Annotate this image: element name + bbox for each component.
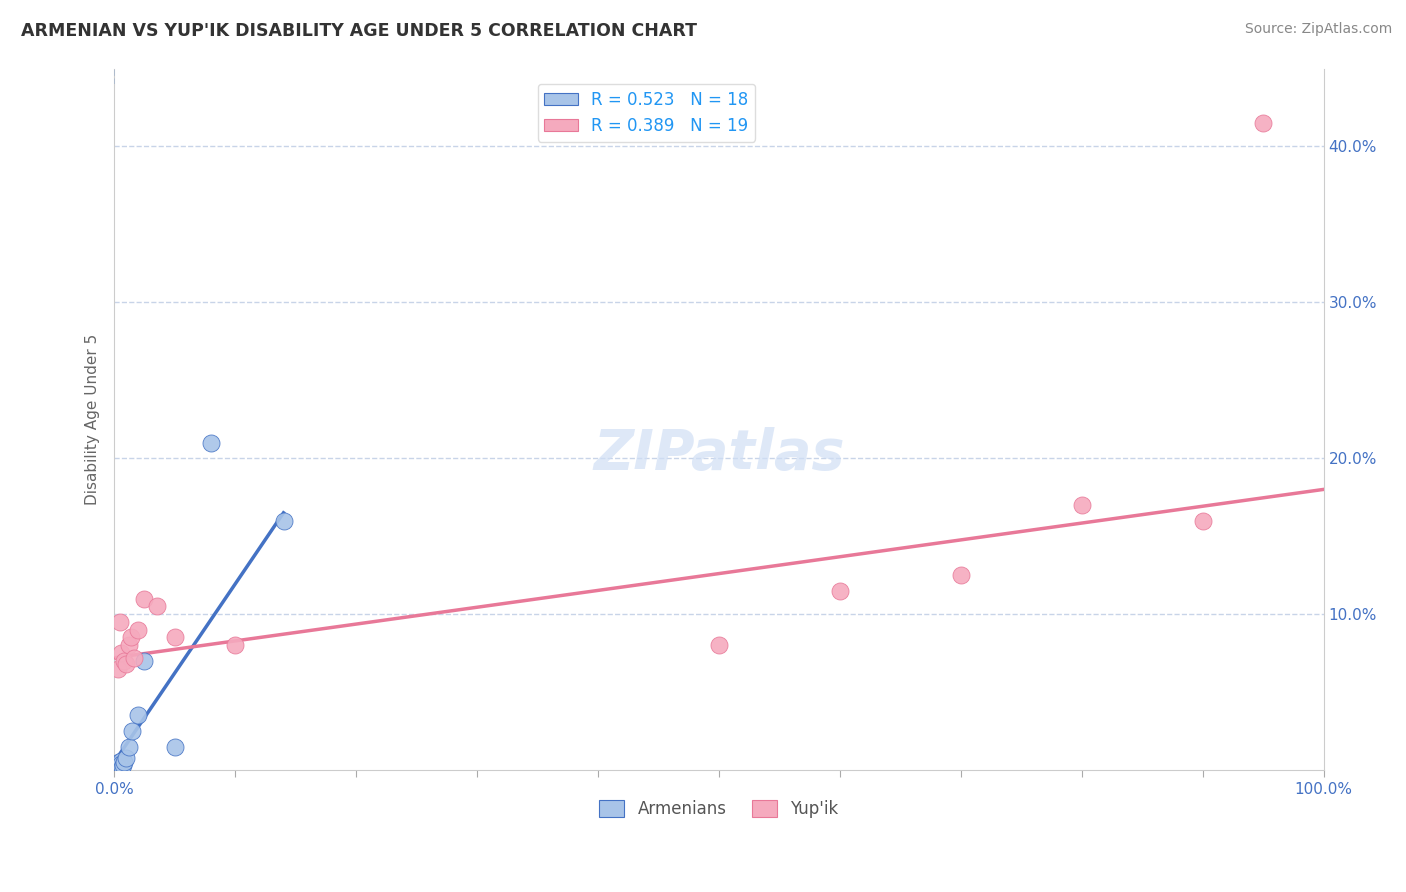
Point (828, 583, 851, 598)
Point (108, 755, 131, 769)
Point (163, 739, 186, 754)
Text: ARMENIAN VS YUP'IK DISABILITY AGE UNDER 5 CORRELATION CHART: ARMENIAN VS YUP'IK DISABILITY AGE UNDER … (21, 22, 697, 40)
Y-axis label: Disability Age Under 5: Disability Age Under 5 (86, 334, 100, 505)
Point (145, 599, 167, 614)
Point (122, 650, 145, 665)
Point (121, 724, 143, 739)
Point (127, 623, 149, 637)
Point (127, 708, 149, 723)
Point (115, 750, 138, 764)
Point (707, 638, 730, 652)
Point (1191, 514, 1213, 528)
Point (1251, 116, 1274, 130)
Point (107, 662, 129, 676)
Point (105, 758, 128, 772)
Point (108, 758, 131, 772)
Point (110, 646, 132, 660)
Point (115, 657, 138, 671)
Point (273, 514, 295, 528)
Point (110, 615, 132, 629)
Point (111, 758, 134, 772)
Legend: Armenians, Yup'ik: Armenians, Yup'ik (593, 793, 845, 825)
Point (118, 638, 141, 652)
Point (112, 755, 135, 769)
Point (107, 760, 129, 774)
Point (112, 654, 135, 668)
Point (134, 591, 156, 606)
Point (120, 631, 142, 645)
Point (200, 435, 222, 450)
Point (163, 631, 186, 645)
Point (949, 568, 972, 582)
Point (118, 739, 141, 754)
Point (134, 654, 156, 668)
Point (110, 756, 132, 771)
Point (111, 760, 134, 774)
Text: ZIPatlas: ZIPatlas (593, 427, 845, 482)
Text: Source: ZipAtlas.com: Source: ZipAtlas.com (1244, 22, 1392, 37)
Point (110, 756, 132, 771)
Point (110, 754, 132, 768)
Point (1070, 498, 1092, 512)
Point (224, 638, 246, 652)
